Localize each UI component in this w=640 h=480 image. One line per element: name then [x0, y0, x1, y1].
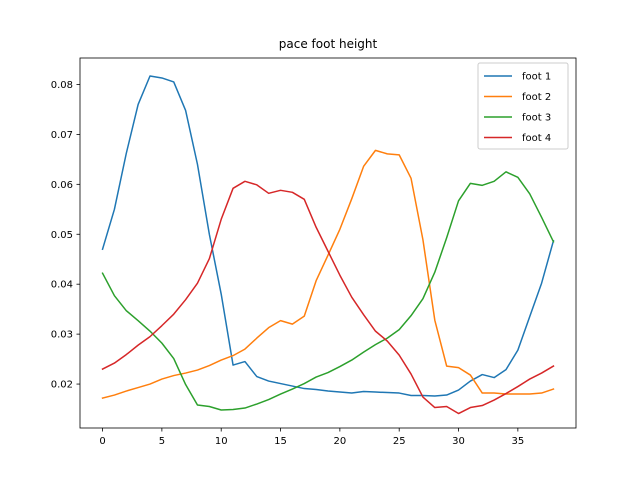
series-layer: [101, 75, 555, 415]
ticks-layer: 0 5 10 15 20 25 30 35 0.02 0.03 0.04 0.05 0.06 0.07 0.…: [51, 80, 524, 447]
series-line-foot-3: [101, 171, 555, 411]
legend-label: foot 1: [522, 72, 551, 83]
plot-area: [79, 57, 577, 429]
y-tick-label: 0.03: [51, 330, 73, 341]
series-line-foot-4: [101, 180, 555, 415]
y-tick-label: 0.07: [51, 130, 73, 141]
chart-title: pace foot height: [279, 37, 378, 51]
legend: foot 1 foot 2 foot 3 foot 4: [477, 62, 569, 150]
x-tick-label: 0: [99, 436, 105, 447]
x-tick-label: 25: [393, 436, 406, 447]
x-tick-label: 15: [274, 436, 287, 447]
y-tick-label: 0.04: [51, 280, 73, 291]
legend-box: [477, 62, 569, 150]
legend-label: foot 3: [522, 113, 551, 124]
x-tick-label: 35: [511, 436, 524, 447]
y-tick-label: 0.06: [51, 180, 73, 191]
x-tick-label: 30: [452, 436, 465, 447]
axes-frame: [79, 57, 577, 429]
series-line-foot-1: [101, 75, 555, 397]
x-tick-label: 5: [159, 436, 165, 447]
x-tick-label: 20: [333, 436, 346, 447]
y-tick-label: 0.05: [51, 230, 73, 241]
y-tick-label: 0.02: [51, 380, 73, 391]
legend-label: foot 2: [522, 92, 551, 103]
legend-label: foot 4: [522, 133, 551, 144]
x-tick-label: 10: [215, 436, 228, 447]
series-line-foot-2: [101, 149, 555, 399]
y-tick-label: 0.08: [51, 80, 73, 91]
